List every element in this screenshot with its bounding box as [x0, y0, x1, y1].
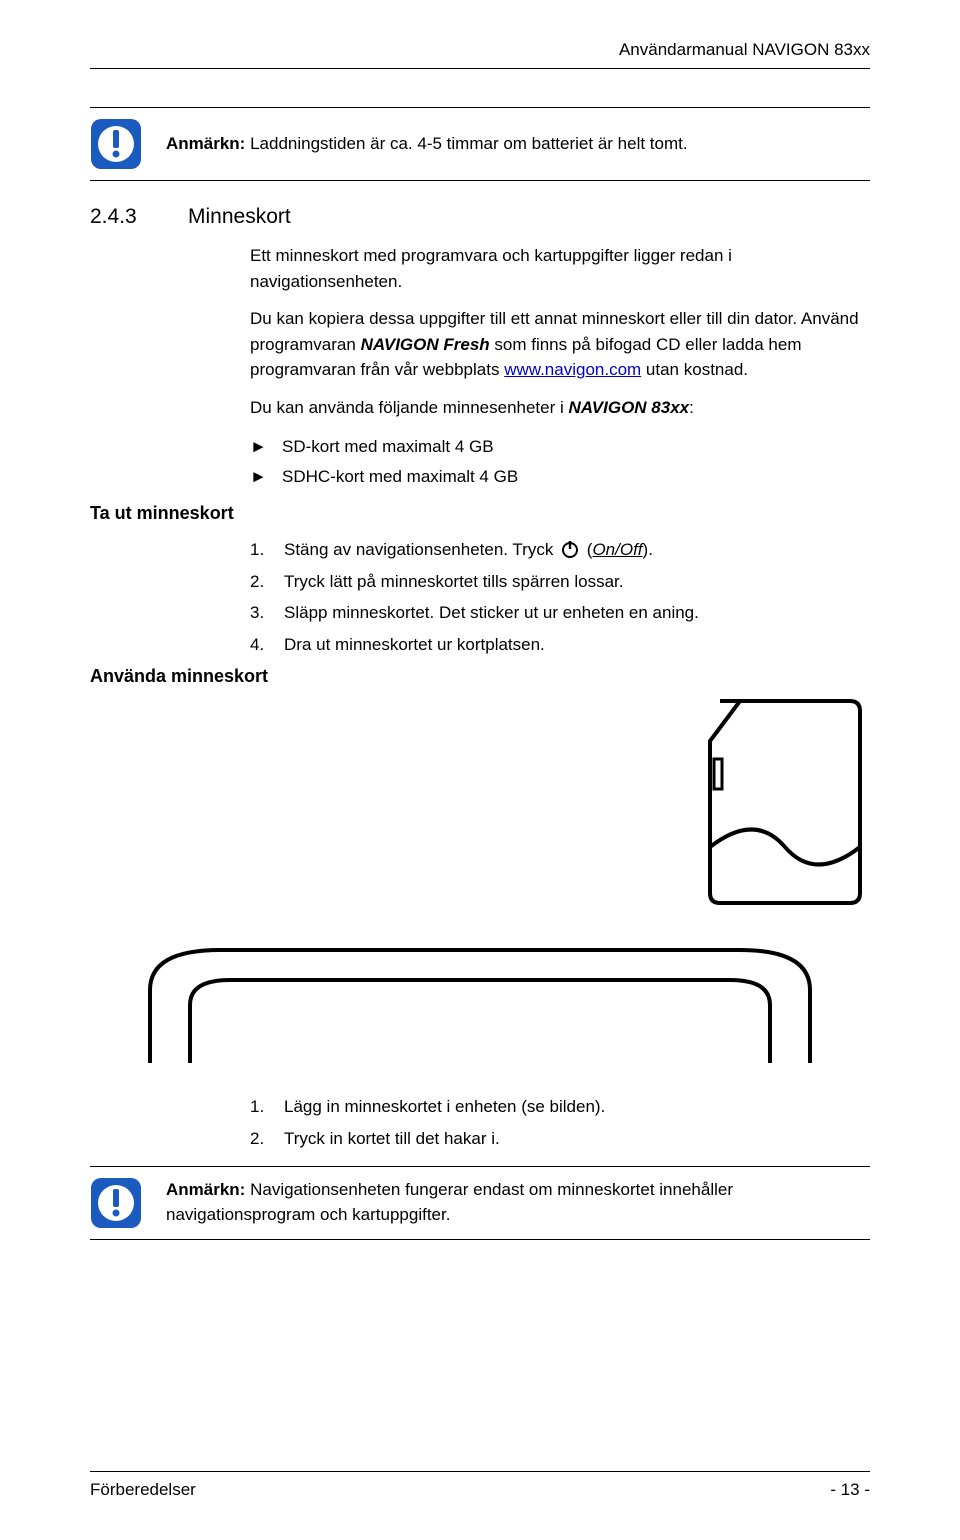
sd-card-illustration: [700, 697, 870, 907]
section-number: 2.4.3: [90, 205, 160, 229]
step4-text: Dra ut minneskortet ur kortplatsen.: [284, 632, 545, 658]
para3-product: NAVIGON 83xx: [569, 398, 690, 417]
subheading-remove-card: Ta ut minneskort: [90, 503, 870, 524]
footer-page-number: - 13 -: [830, 1480, 870, 1500]
use-step-2: 2. Tryck in kortet till det hakar i.: [250, 1123, 870, 1155]
note2-bottom-rule: [90, 1239, 870, 1240]
para3-a: Du kan använda följande minnesenheter i: [250, 398, 569, 417]
step-num: 2.: [250, 569, 270, 595]
bullet-list: ► SD-kort med maximalt 4 GB ► SDHC-kort me…: [250, 432, 870, 491]
step-num: 4.: [250, 632, 270, 658]
power-icon: [560, 539, 580, 559]
steps-use-card: 1. Lägg in minneskortet i enheten (se bil…: [250, 1091, 870, 1154]
bullet2-text: SDHC-kort med maximalt 4 GB: [282, 464, 518, 490]
triangle-marker-icon: ►: [250, 464, 264, 490]
use-step-1: 1. Lägg in minneskortet i enheten (se bil…: [250, 1091, 870, 1123]
use-step1-text: Lägg in minneskortet i enheten (se bilde…: [284, 1094, 605, 1120]
step-num: 1.: [250, 537, 270, 563]
step1-d: ).: [643, 540, 653, 559]
para2-product: NAVIGON Fresh: [361, 335, 490, 354]
note1-text: Laddningstiden är ca. 4-5 timmar om batt…: [250, 134, 687, 153]
device-top-illustration: [90, 935, 870, 1065]
note1-label: Anmärkn:: [166, 134, 245, 153]
bullet-item-1: ► SD-kort med maximalt 4 GB: [250, 432, 870, 462]
page-footer: Förberedelser - 13 -: [90, 1471, 870, 1500]
note1-bottom-rule: [90, 180, 870, 181]
step-2: 2. Tryck lätt på minneskortet tills spärr…: [250, 566, 870, 598]
step-3: 3. Släpp minneskortet. Det sticker ut ur …: [250, 597, 870, 629]
note2-text: Navigationsenheten fungerar endast om mi…: [166, 1180, 733, 1224]
bullet-item-2: ► SDHC-kort med maximalt 4 GB: [250, 462, 870, 492]
step-1: 1. Stäng av navigationsenheten. Tryck (O…: [250, 534, 870, 566]
steps-remove-card: 1. Stäng av navigationsenheten. Tryck (O…: [250, 534, 870, 660]
para-1: Ett minneskort med programvara och kartu…: [250, 243, 870, 294]
info-exclamation-icon: [90, 1177, 142, 1229]
step-num: 1.: [250, 1094, 270, 1120]
note2-label: Anmärkn:: [166, 1180, 245, 1199]
note-block-1: Anmärkn: Laddningstiden är ca. 4-5 timma…: [90, 108, 870, 180]
step-4: 4. Dra ut minneskortet ur kortplatsen.: [250, 629, 870, 661]
para-3: Du kan använda följande minnesenheter i …: [250, 395, 870, 421]
step1-b: (: [582, 540, 592, 559]
subheading-use-card: Använda minneskort: [90, 666, 870, 687]
section-heading-row: 2.4.3 Minneskort: [90, 205, 870, 229]
para-2: Du kan kopiera dessa uppgifter till ett …: [250, 306, 870, 383]
step1-c: On/Off: [592, 540, 642, 559]
use-step2-text: Tryck in kortet till det hakar i.: [284, 1126, 500, 1152]
section-title: Minneskort: [188, 205, 291, 229]
step2-text: Tryck lätt på minneskortet tills spärren…: [284, 569, 624, 595]
body-block: Ett minneskort med programvara och kartu…: [250, 243, 870, 491]
para3-b: :: [689, 398, 694, 417]
footer-left: Förberedelser: [90, 1480, 196, 1500]
step1-a: Stäng av navigationsenheten. Tryck: [284, 540, 558, 559]
note-block-2: Anmärkn: Navigationsenheten fungerar end…: [90, 1167, 870, 1239]
info-exclamation-icon: [90, 118, 142, 170]
bullet1-text: SD-kort med maximalt 4 GB: [282, 434, 494, 460]
triangle-marker-icon: ►: [250, 434, 264, 460]
navigon-link[interactable]: www.navigon.com: [504, 360, 641, 379]
para2-c: utan kostnad.: [641, 360, 748, 379]
step3-text: Släpp minneskortet. Det sticker ut ur en…: [284, 600, 699, 626]
step-num: 2.: [250, 1126, 270, 1152]
step-num: 3.: [250, 600, 270, 626]
doc-header-title: Användarmanual NAVIGON 83xx: [90, 40, 870, 60]
